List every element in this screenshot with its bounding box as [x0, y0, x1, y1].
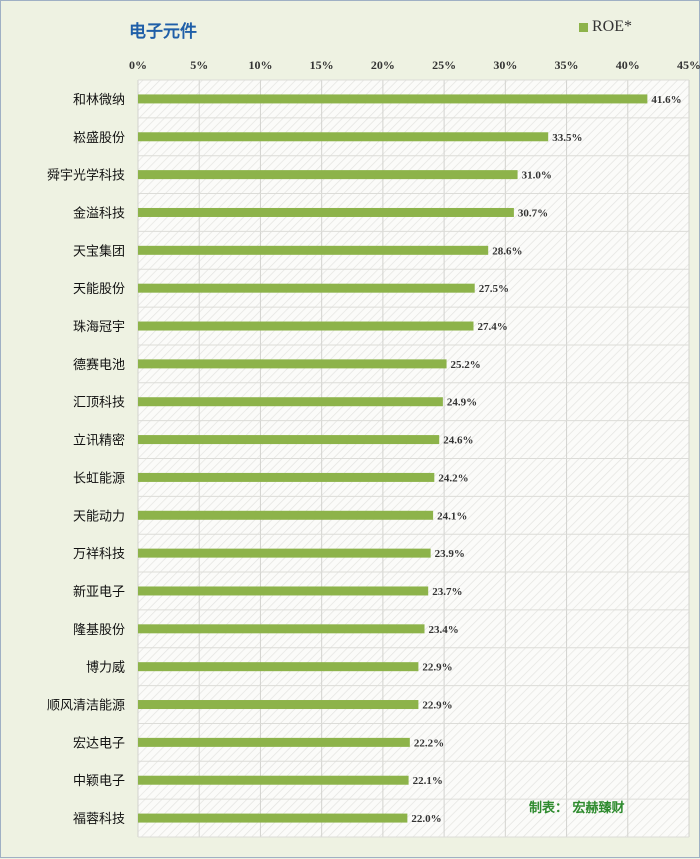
bar [138, 472, 435, 482]
category-label: 新亚电子 [73, 584, 125, 600]
bar [138, 283, 475, 293]
bar-value-label: 24.6% [443, 435, 473, 447]
bar-value-label: 24.9% [447, 397, 477, 409]
bar-value-label: 28.6% [492, 245, 522, 257]
bar [138, 397, 443, 407]
bar [138, 548, 431, 558]
bar [138, 624, 425, 634]
bar [138, 321, 474, 331]
bar [138, 94, 648, 104]
bar [138, 510, 434, 520]
category-label: 立讯精密 [73, 433, 125, 449]
bar [138, 245, 489, 255]
category-label: 德赛电池 [73, 357, 125, 373]
x-tick-label: 40% [616, 58, 640, 72]
bar [138, 586, 429, 596]
bar [138, 662, 419, 672]
source-credit: 制表： 宏赫臻财 [529, 801, 625, 816]
bar-value-label: 25.2% [451, 359, 481, 371]
x-tick-label: 15% [310, 58, 334, 72]
bar-value-label: 30.7% [518, 207, 548, 219]
x-tick-label: 25% [432, 58, 456, 72]
category-label: 博力威 [86, 661, 125, 676]
bar-value-label: 22.9% [422, 700, 452, 712]
bar [138, 132, 549, 142]
bar-value-label: 23.9% [435, 548, 465, 560]
category-label: 珠海冠宇 [73, 320, 125, 335]
x-tick-label: 20% [371, 58, 395, 72]
category-label: 和林微纳 [73, 93, 125, 108]
bar-value-label: 22.1% [413, 775, 443, 787]
bar [138, 435, 440, 445]
legend-swatch [579, 22, 588, 32]
category-label: 汇顶科技 [73, 396, 125, 411]
bar [138, 359, 447, 369]
bar-value-label: 31.0% [522, 170, 552, 182]
legend-label: ROE* [592, 18, 632, 35]
x-tick-label: 30% [493, 58, 517, 72]
category-label: 天能动力 [73, 509, 125, 524]
bar-value-label: 22.2% [414, 737, 444, 749]
bar-value-label: 33.5% [552, 132, 582, 144]
x-tick-label: 0% [129, 58, 147, 72]
bar-value-label: 23.4% [429, 624, 459, 636]
bar [138, 813, 408, 823]
bar-value-label: 22.0% [411, 813, 441, 825]
bar-value-label: 24.2% [438, 472, 468, 484]
bar-value-label: 41.6% [651, 94, 681, 106]
bar [138, 170, 518, 180]
bar [138, 737, 410, 747]
category-label: 顺风清洁能源 [47, 699, 125, 714]
x-tick-label: 45% [677, 58, 700, 72]
category-label: 天宝集团 [73, 243, 125, 259]
bar [138, 700, 419, 710]
category-label: 万祥科技 [73, 547, 125, 562]
category-label: 中颖电子 [73, 774, 125, 789]
bar-value-label: 22.9% [422, 662, 452, 674]
category-label: 崧盛股份 [73, 131, 125, 146]
bar [138, 207, 514, 217]
chart-title: 电子元件 [129, 22, 197, 42]
category-label: 金溢科技 [73, 205, 125, 221]
bar-value-label: 27.5% [479, 283, 509, 295]
category-label: 舜宇光学科技 [47, 168, 125, 184]
category-label: 宏达电子 [73, 736, 125, 751]
bar-value-label: 24.1% [437, 510, 467, 522]
bar [138, 775, 409, 785]
x-tick-label: 5% [190, 58, 208, 72]
category-label: 隆基股份 [73, 623, 125, 638]
x-tick-label: 35% [555, 58, 579, 72]
category-label: 天能股份 [73, 282, 125, 297]
legend: ROE* [579, 18, 632, 36]
category-label: 长虹能源 [73, 471, 125, 486]
category-label: 福蓉科技 [73, 812, 125, 827]
bar-value-label: 27.4% [477, 321, 507, 333]
x-tick-label: 10% [248, 58, 272, 72]
bar-value-label: 23.7% [432, 586, 462, 598]
